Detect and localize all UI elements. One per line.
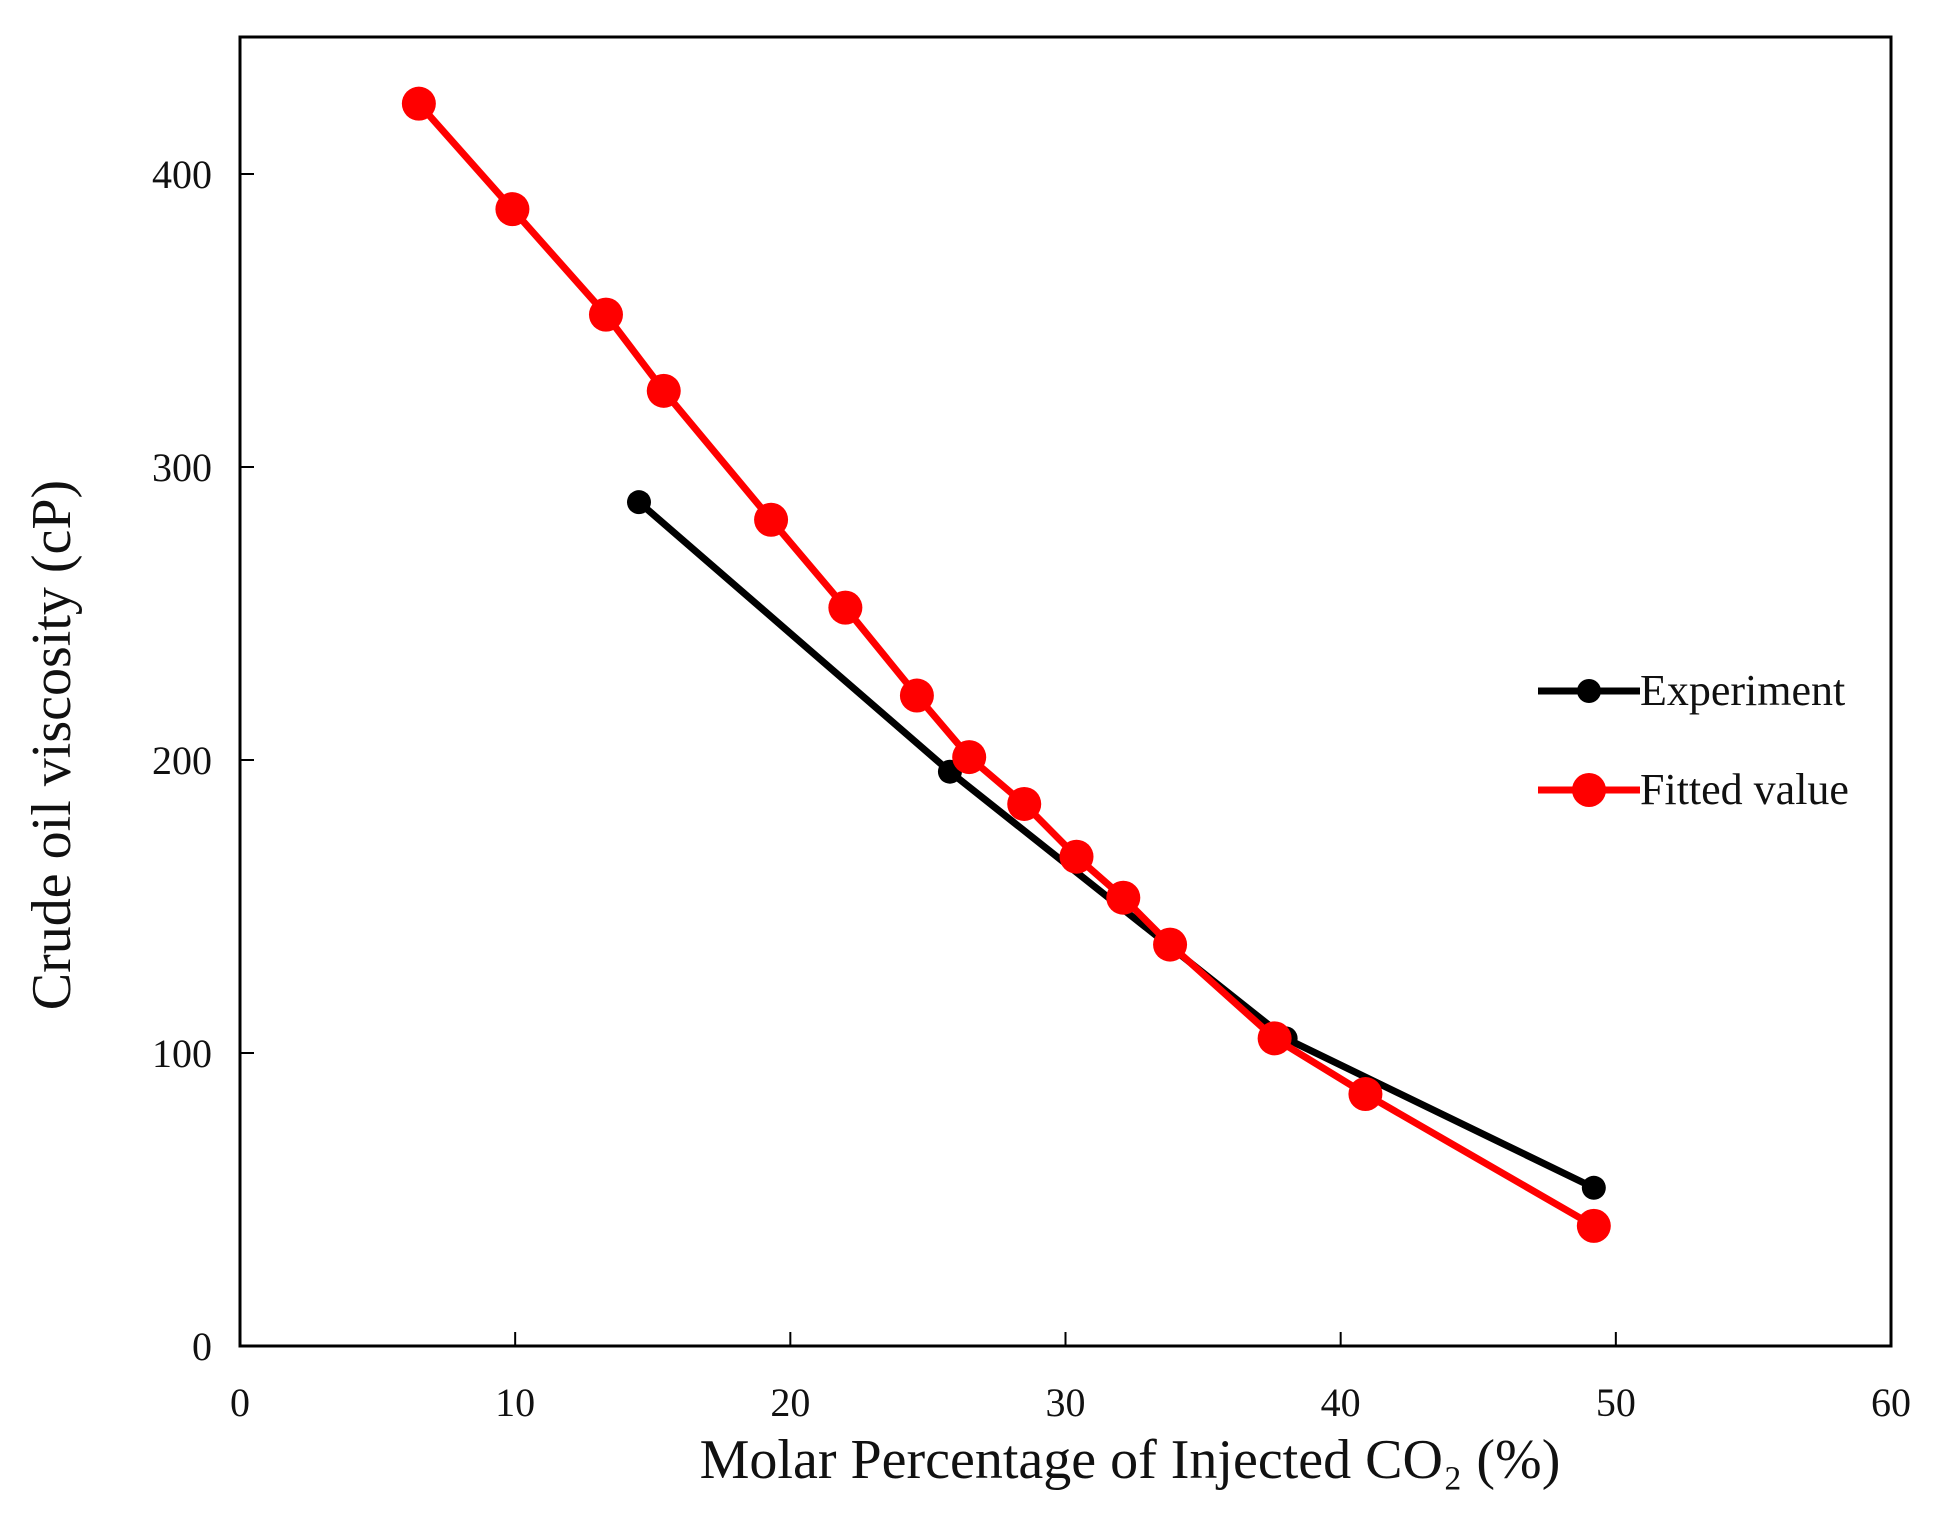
x-tick-label: 50 [1596, 1380, 1636, 1425]
data-point-fitted [401, 86, 436, 121]
legend-label: Experiment [1640, 666, 1845, 715]
data-point-fitted [1007, 786, 1042, 821]
y-tick-label: 400 [152, 152, 212, 197]
legend-label: Fitted value [1640, 765, 1849, 814]
data-point-fitted [588, 297, 623, 332]
x-tick-label: 0 [230, 1380, 250, 1425]
y-tick-label: 100 [152, 1031, 212, 1076]
data-point-fitted [754, 502, 789, 537]
data-point-fitted [1257, 1021, 1292, 1056]
x-tick-label: 60 [1871, 1380, 1911, 1425]
data-point-fitted [1059, 839, 1094, 874]
data-point-fitted [899, 678, 934, 713]
data-point-experiment [1581, 1175, 1606, 1200]
x-tick-label: 10 [495, 1380, 535, 1425]
data-point-fitted [1348, 1077, 1383, 1112]
data-point-fitted [1153, 927, 1188, 962]
y-tick-label: 0 [192, 1324, 212, 1369]
legend-marker [1572, 773, 1606, 807]
data-point-fitted [1576, 1208, 1611, 1243]
x-tick-label: 20 [770, 1380, 810, 1425]
series-line-experiment [636, 499, 1596, 1191]
plot-frame [238, 35, 1893, 1348]
data-point-fitted [1106, 880, 1141, 915]
y-axis-title: Crude oil viscosity (cP) [21, 480, 83, 1010]
legend-marker [1577, 679, 1601, 703]
x-axis-title: Molar Percentage of Injected CO₂ (%) [700, 1429, 1561, 1491]
data-point-fitted [952, 740, 987, 775]
data-point-fitted [495, 192, 530, 227]
y-tick-label: 200 [152, 738, 212, 783]
x-tick-label: 30 [1046, 1380, 1086, 1425]
data-point-experiment [626, 490, 651, 515]
series-line-fitted [416, 101, 1596, 1229]
data-point-fitted [828, 590, 863, 625]
data-point-fitted [646, 373, 681, 408]
x-tick-label: 40 [1321, 1380, 1361, 1425]
y-tick-label: 300 [152, 445, 212, 490]
legend: Experiment Fitted value [1538, 666, 1849, 814]
